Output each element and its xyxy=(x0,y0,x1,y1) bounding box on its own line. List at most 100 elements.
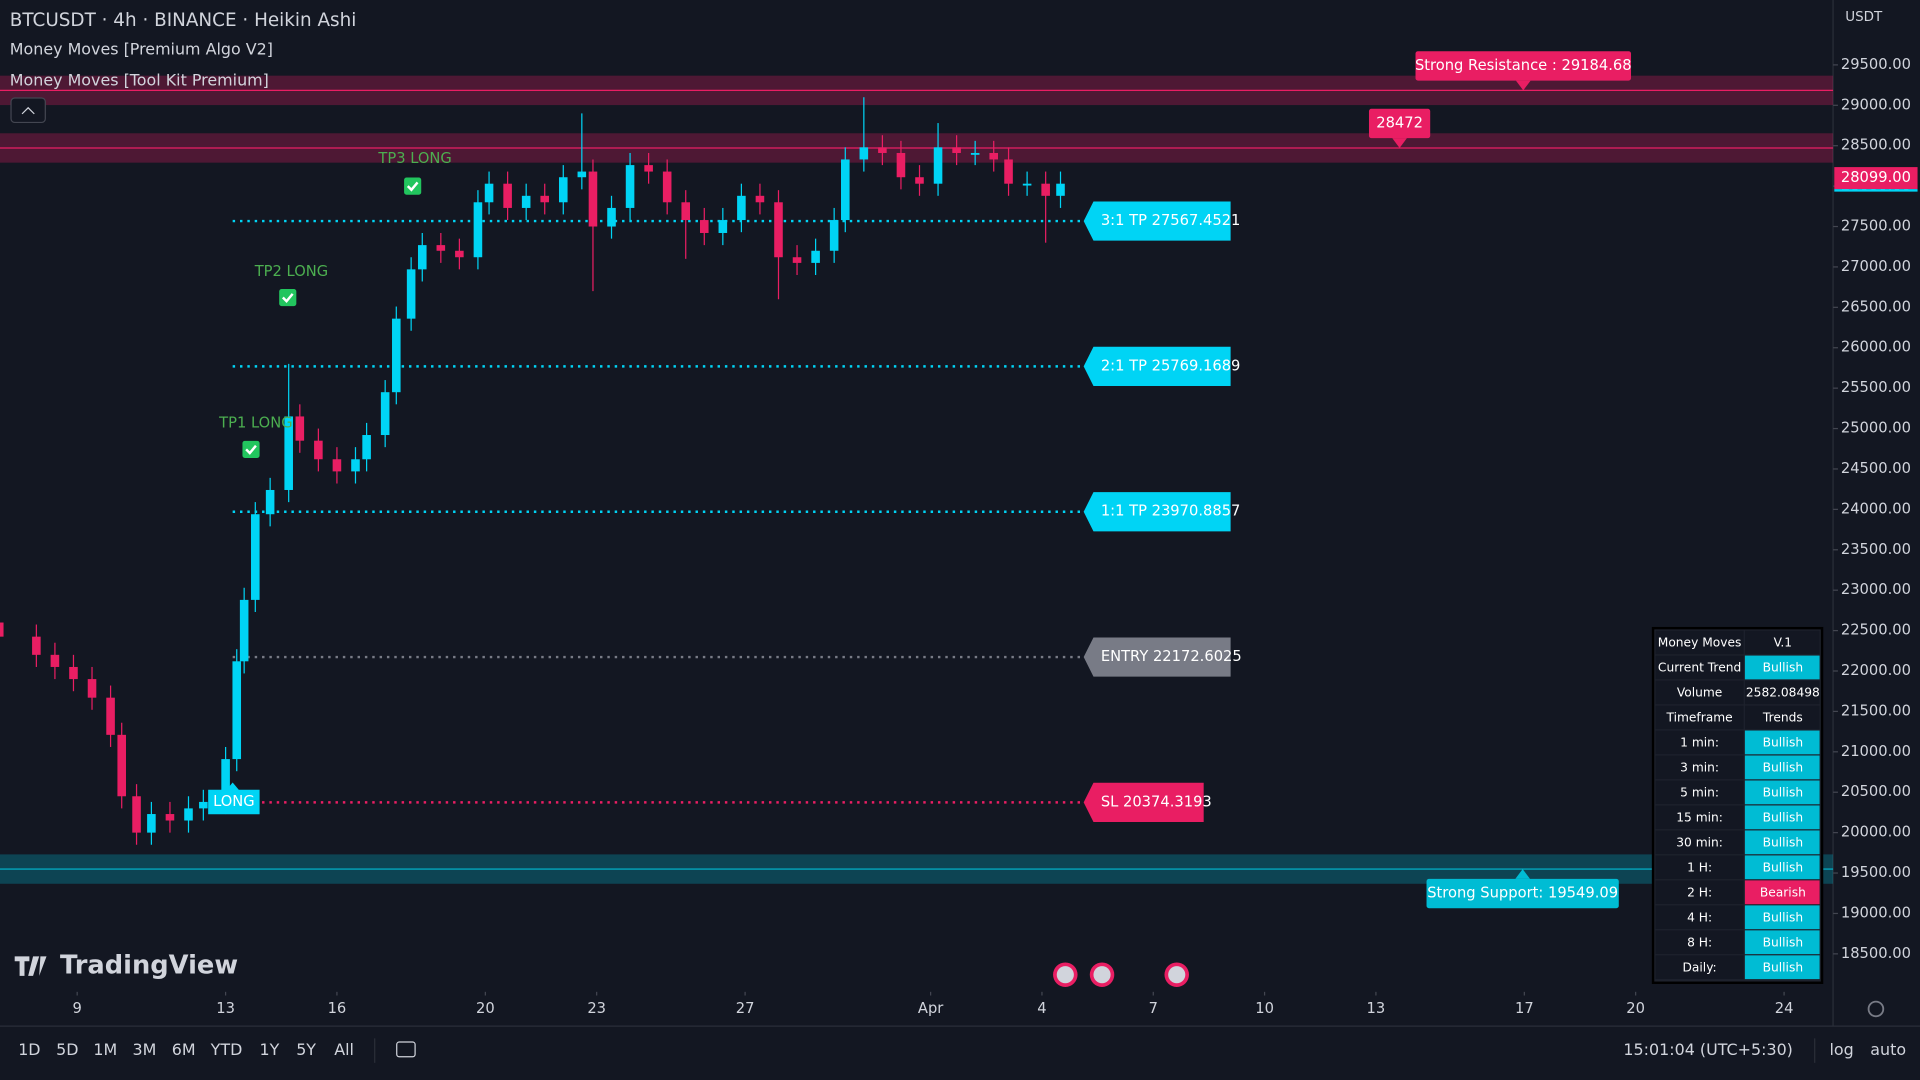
table-value: Bullish xyxy=(1763,736,1803,750)
x-tick-label: 16 xyxy=(328,1000,347,1017)
table-value: Bullish xyxy=(1763,810,1803,824)
candle-body xyxy=(32,636,41,655)
candle-body xyxy=(952,147,961,153)
table-label: 8 H: xyxy=(1687,935,1712,949)
candle-body xyxy=(1056,183,1065,196)
candle-body xyxy=(406,269,416,319)
tp-check xyxy=(279,288,297,307)
candle-body xyxy=(841,159,850,221)
range-button[interactable]: 3M xyxy=(133,1040,157,1059)
collapse-icon xyxy=(21,106,35,115)
table-cell xyxy=(1744,930,1820,955)
target-label: 1:1 TP 23970.8857 xyxy=(1101,503,1241,520)
x-tick-label: 20 xyxy=(476,1000,495,1017)
y-tick-label: 20500.00 xyxy=(1841,783,1911,800)
table-cell xyxy=(1744,955,1820,980)
y-tick-label: 21000.00 xyxy=(1841,743,1911,760)
candle-body xyxy=(811,250,820,263)
candle-body xyxy=(314,440,323,460)
table-label: 2 H: xyxy=(1687,885,1712,899)
last-price-box xyxy=(1834,167,1918,190)
candle-body xyxy=(699,220,709,233)
scale-button[interactable]: auto xyxy=(1870,1040,1906,1059)
scale-button[interactable]: log xyxy=(1830,1040,1854,1059)
tp-label: TP1 LONG xyxy=(218,415,292,432)
candle-body xyxy=(774,202,783,258)
candle-body xyxy=(644,165,653,172)
candle-body xyxy=(392,318,401,393)
candle-body xyxy=(417,245,427,270)
level-pointer xyxy=(1515,869,1530,879)
y-tick-label: 22500.00 xyxy=(1841,622,1911,639)
check-icon xyxy=(245,444,257,455)
range-button[interactable]: 1D xyxy=(18,1040,40,1059)
table-cell xyxy=(1744,705,1820,730)
collapse-button[interactable] xyxy=(10,97,46,124)
y-tick-label: 29000.00 xyxy=(1841,96,1911,113)
table-value: Bullish xyxy=(1763,661,1803,675)
table-value: Bullish xyxy=(1763,935,1803,949)
range-button[interactable]: 6M xyxy=(172,1040,196,1059)
range-button[interactable]: All xyxy=(334,1040,354,1059)
currency-selector[interactable]: USDT xyxy=(1845,10,1883,25)
table-cell xyxy=(1655,930,1744,955)
range-button[interactable]: 5D xyxy=(56,1040,78,1059)
candle-body xyxy=(681,202,691,221)
table-cell xyxy=(1655,680,1744,705)
target-label-box xyxy=(1083,201,1231,241)
long-signal: LONG xyxy=(213,793,255,810)
candle-body xyxy=(221,759,230,802)
candle-body xyxy=(199,801,208,809)
table-cell xyxy=(1655,805,1744,830)
candle-body xyxy=(1022,183,1032,186)
candle-body xyxy=(970,152,980,155)
last-price-label: 28099.00 xyxy=(1841,169,1911,186)
y-tick-label: 20000.00 xyxy=(1841,824,1911,841)
candle-body xyxy=(878,147,887,153)
settings-icon[interactable] xyxy=(1867,1000,1885,1018)
range-button[interactable]: YTD xyxy=(210,1040,243,1059)
table-cell xyxy=(1655,880,1744,905)
candle-body xyxy=(915,177,924,184)
candle-body xyxy=(351,459,360,472)
table-cell xyxy=(1655,755,1744,780)
target-label: ENTRY 22172.6025 xyxy=(1101,648,1242,665)
table-cell xyxy=(1744,855,1820,880)
target-label-box xyxy=(1083,346,1231,386)
level-label-box xyxy=(1426,878,1619,909)
indicator-name[interactable]: Money Moves [Premium Algo V2] xyxy=(10,40,273,59)
table-label: Timeframe xyxy=(1665,711,1732,725)
check-icon xyxy=(406,181,419,192)
table-label: 15 min: xyxy=(1676,810,1723,824)
table-value: 2582.08498 xyxy=(1746,686,1820,700)
table-cell xyxy=(1655,655,1744,680)
indicator-name[interactable]: Money Moves [Tool Kit Premium] xyxy=(10,70,269,89)
candle-body xyxy=(737,195,746,221)
y-tick-label: 27500.00 xyxy=(1841,218,1911,235)
candle-body xyxy=(625,165,635,208)
event-flag-icon xyxy=(1093,966,1111,984)
candle-body xyxy=(284,416,293,490)
candle-body xyxy=(87,679,97,698)
table-cell xyxy=(1655,830,1744,855)
candle-body xyxy=(829,220,839,251)
level-pointer xyxy=(1392,138,1407,148)
candle-body xyxy=(521,195,531,208)
trend-table: Money Moves V.1 Current Trend Bullish Volume… xyxy=(1651,626,1824,985)
table-cell xyxy=(1655,630,1744,655)
date-range-icon[interactable] xyxy=(396,1041,416,1058)
table-cell xyxy=(1744,680,1820,705)
candle-body xyxy=(265,489,275,515)
symbol-title[interactable]: BTCUSDT · 4h · BINANCE · Heikin Ashi xyxy=(10,10,357,31)
table-label: 4 H: xyxy=(1687,910,1712,924)
clock[interactable]: 15:01:04 (UTC+5:30) xyxy=(1623,1040,1793,1059)
range-button[interactable]: 1M xyxy=(93,1040,117,1059)
y-tick-label: 26000.00 xyxy=(1841,339,1911,356)
long-signal-box xyxy=(208,782,260,815)
table-value: Bullish xyxy=(1763,910,1803,924)
range-button[interactable]: 1Y xyxy=(259,1040,279,1059)
level-label: 28472 xyxy=(1376,114,1423,131)
candle-body xyxy=(473,202,483,258)
range-button[interactable]: 5Y xyxy=(296,1040,316,1059)
